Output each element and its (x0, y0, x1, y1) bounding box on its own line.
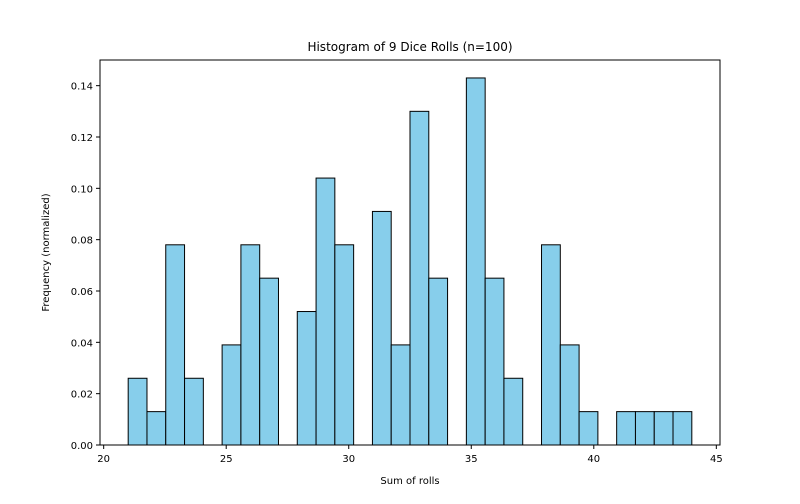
histogram-bar (503, 377, 524, 446)
histogram-bar (616, 411, 636, 446)
histogram-bar (371, 210, 392, 446)
x-axis-ticks: 20 25 30 35 40 45 (97, 445, 723, 465)
histogram-bar (559, 344, 580, 446)
chart-title: Histogram of 9 Dice Rolls (n=100) (307, 40, 512, 54)
histogram-bar (127, 377, 148, 446)
histogram-bar (672, 411, 693, 446)
histogram-bar (221, 344, 242, 446)
x-tick-label: 40 (587, 454, 600, 465)
histogram-bar (165, 244, 186, 446)
x-tick-label: 25 (220, 454, 233, 465)
y-tick-label: 0.10 (71, 184, 93, 195)
x-tick-label: 30 (342, 454, 355, 465)
y-tick-label: 0.08 (71, 236, 93, 247)
bars-layer (127, 77, 693, 446)
histogram-bar (409, 110, 430, 446)
histogram-bar (315, 177, 336, 446)
x-tick-label: 45 (710, 454, 723, 465)
histogram-bar (465, 77, 486, 446)
x-axis-label: Sum of rolls (380, 476, 439, 487)
histogram-bar (634, 411, 655, 446)
histogram-bar (653, 411, 674, 446)
y-tick-label: 0.14 (71, 82, 93, 93)
histogram-bar (146, 411, 167, 446)
x-tick-label: 20 (97, 454, 110, 465)
histogram-bar (484, 277, 505, 446)
histogram-bar (541, 244, 561, 446)
y-tick-label: 0.04 (71, 338, 93, 349)
histogram-bar (296, 311, 317, 446)
plot-area-frame (99, 59, 721, 446)
histogram-bar (334, 244, 355, 446)
y-tick-label: 0.12 (71, 133, 93, 144)
histogram-bar (390, 344, 411, 446)
y-axis-label: Frequency (normalized) (41, 193, 52, 311)
y-tick-label: 0.00 (71, 441, 93, 452)
histogram-bar (578, 411, 599, 446)
histogram-bar (240, 244, 261, 446)
histogram-bar (184, 377, 204, 446)
histogram-bar (259, 277, 279, 446)
x-tick-label: 35 (465, 454, 478, 465)
y-tick-label: 0.02 (71, 390, 93, 401)
y-tick-label: 0.06 (71, 287, 93, 298)
histogram-bar (428, 277, 449, 446)
y-axis-ticks: 0.00 0.02 0.04 0.06 0.08 0.10 0.12 0.14 (71, 82, 100, 452)
